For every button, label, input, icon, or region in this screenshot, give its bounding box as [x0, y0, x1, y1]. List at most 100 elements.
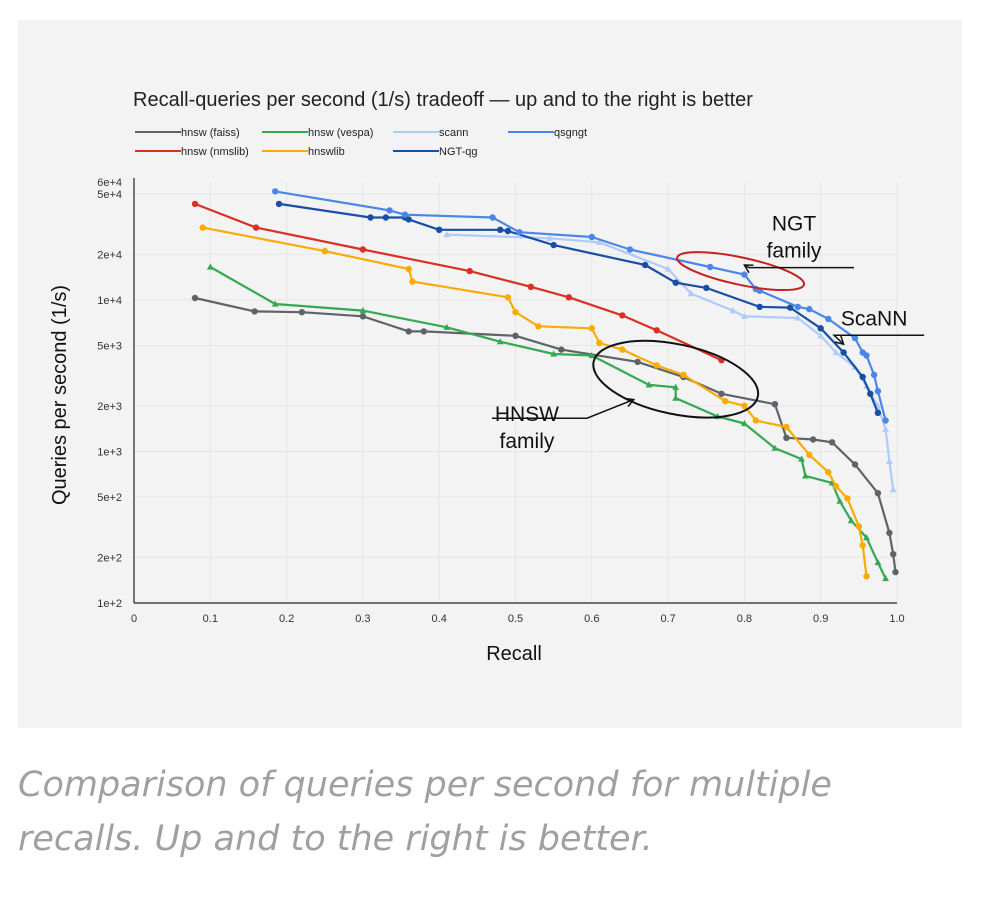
- data-point: [851, 334, 859, 342]
- data-point: [199, 224, 206, 231]
- data-point: [409, 278, 416, 285]
- data-point: [252, 224, 260, 231]
- data-point: [497, 226, 504, 233]
- data-point: [771, 444, 779, 451]
- data-point: [798, 455, 805, 462]
- data-point: [420, 328, 428, 335]
- data-point: [626, 246, 634, 253]
- x-tick-label: 0.5: [508, 613, 523, 625]
- data-point: [466, 267, 473, 275]
- data-point: [859, 373, 866, 381]
- data-point: [886, 529, 893, 537]
- y-tick-label: 2e+3: [97, 401, 122, 413]
- data-point: [504, 294, 512, 301]
- legend-label: hnsw (faiss): [181, 127, 240, 139]
- legend-item: hnsw (nmslib): [135, 146, 249, 158]
- data-point: [741, 419, 748, 427]
- data-point: [851, 461, 859, 468]
- data-point: [680, 371, 687, 379]
- data-point: [512, 332, 519, 339]
- annotation-arrowhead: [743, 264, 754, 274]
- data-point: [359, 307, 367, 314]
- data-point: [844, 495, 851, 502]
- data-point: [512, 309, 519, 316]
- data-point: [653, 327, 660, 334]
- annotation: ScaNN: [832, 307, 925, 346]
- data-point: [886, 457, 893, 464]
- data-point: [703, 284, 710, 292]
- data-point: [741, 271, 748, 278]
- x-tick-label: 0.1: [203, 613, 218, 625]
- data-point: [706, 263, 714, 271]
- annotation-ring: [676, 251, 806, 292]
- annotation-layer: NGT family ScaNN HNSW family: [491, 213, 925, 453]
- data-point: [672, 279, 679, 286]
- y-tick-label: 1e+2: [97, 598, 122, 610]
- x-tick-label: 0.3: [355, 613, 370, 625]
- data-point: [729, 307, 737, 314]
- legend-item: qsgngt: [508, 127, 587, 139]
- data-point: [882, 574, 889, 582]
- data-point: [783, 423, 790, 431]
- data-point: [832, 348, 840, 356]
- data-point: [882, 417, 889, 424]
- annotation: HNSW family: [491, 339, 760, 453]
- data-point: [863, 573, 870, 580]
- legend-item: hnsw (vespa): [262, 127, 373, 139]
- x-tick-label: 0.2: [279, 613, 294, 625]
- data-point: [870, 371, 878, 379]
- data-point: [405, 328, 412, 335]
- y-axis-label: Queries per second (1/s): [49, 285, 71, 505]
- data-point: [874, 388, 882, 395]
- figure-caption: Comparison of queries per second for mul…: [18, 765, 832, 859]
- data-point: [275, 200, 283, 208]
- x-tick-label: 0.9: [813, 613, 828, 625]
- data-point: [882, 425, 889, 432]
- y-tick-label: 5e+3: [97, 341, 122, 353]
- annotation-arrowhead: [834, 335, 845, 346]
- data-point: [802, 472, 809, 479]
- y-tick-label: 5e+2: [97, 492, 122, 504]
- data-point: [272, 188, 279, 195]
- y-tick-label: 6e+4: [97, 177, 122, 189]
- series-hnsw-faiss: [191, 294, 899, 576]
- data-point: [619, 346, 626, 353]
- data-point: [298, 309, 306, 316]
- data-point: [794, 303, 801, 311]
- data-point: [443, 231, 451, 238]
- data-point: [558, 346, 565, 353]
- data-point: [817, 332, 825, 339]
- annotation-text: family: [500, 430, 555, 453]
- series-line: [446, 233, 895, 490]
- data-point: [642, 261, 649, 269]
- recall-qps-chart: Recall-queries per second (1/s) tradeoff…: [49, 89, 925, 665]
- data-point: [588, 325, 595, 332]
- data-point: [863, 534, 870, 541]
- data-point: [859, 542, 866, 549]
- data-point: [867, 390, 874, 397]
- data-point: [832, 483, 840, 490]
- data-point: [855, 523, 863, 530]
- data-point: [191, 294, 199, 302]
- data-point: [596, 339, 603, 347]
- data-point: [619, 312, 626, 319]
- legend-label: qsgngt: [554, 127, 587, 139]
- data-point: [405, 216, 412, 223]
- data-point: [271, 300, 279, 307]
- data-point: [386, 207, 393, 214]
- series-hnswlib: [199, 224, 870, 580]
- legend-label: hnsw (vespa): [308, 127, 373, 139]
- data-point: [847, 517, 855, 524]
- x-tick-label: 0.4: [432, 613, 447, 625]
- data-point: [504, 227, 512, 235]
- data-point: [527, 283, 534, 290]
- data-point: [367, 214, 374, 221]
- data-point: [752, 417, 759, 424]
- x-tick-label: 0.6: [584, 613, 599, 625]
- legend-label: hnswlib: [308, 146, 345, 158]
- annotation-text: HNSW: [495, 403, 559, 426]
- annotation: NGT family: [676, 213, 854, 292]
- data-point: [653, 362, 660, 369]
- data-point: [718, 390, 725, 397]
- y-tick-label: 1e+3: [97, 446, 122, 458]
